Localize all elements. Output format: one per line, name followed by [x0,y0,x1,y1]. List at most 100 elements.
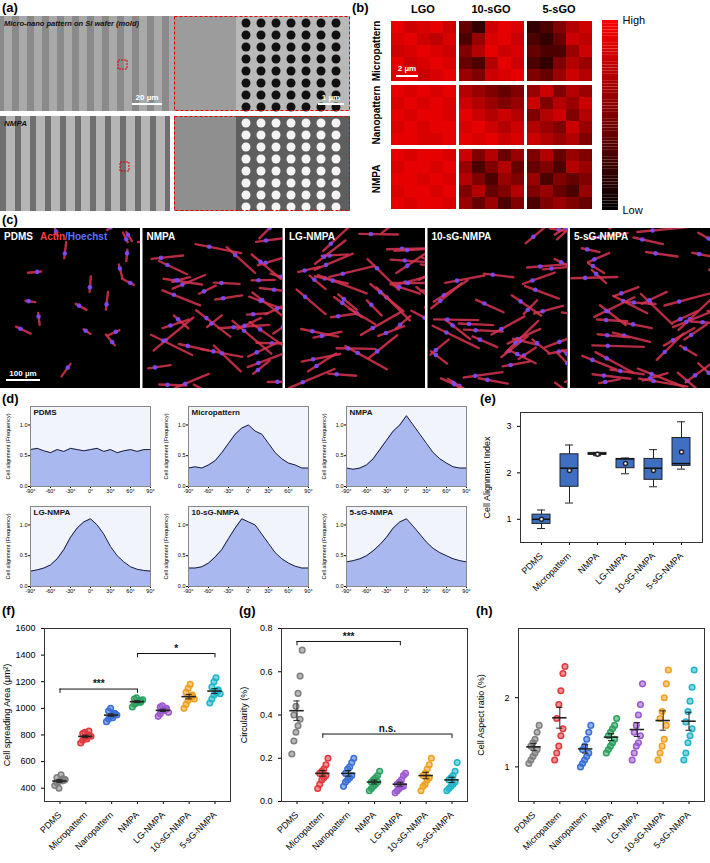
svg-text:30°: 30° [264,588,272,594]
svg-text:Cell alignment (Frequency): Cell alignment (Frequency) [5,513,11,579]
svg-text:600: 600 [20,756,35,766]
svg-text:-30°: -30° [381,488,391,494]
svg-text:PDMS: PDMS [519,551,544,576]
svg-text:Nanopattern: Nanopattern [371,86,382,145]
svg-text:5-sG-NMPA: 5-sG-NMPA [415,810,456,851]
svg-text:-90°: -90° [25,588,35,594]
svg-text:1 µm: 1 µm [322,93,340,102]
svg-text:-60°: -60° [45,488,55,494]
svg-text:2: 2 [504,693,509,703]
svg-text:*: * [174,643,178,654]
svg-text:-30°: -30° [65,588,75,594]
svg-text:800: 800 [20,730,35,740]
svg-text:30°: 30° [422,488,430,494]
svg-text:-30°: -30° [65,488,75,494]
svg-text:60°: 60° [126,588,134,594]
svg-text:Nanopattern: Nanopattern [547,810,589,852]
svg-text:60°: 60° [442,588,450,594]
svg-text:Cell alignment (Frequency): Cell alignment (Frequency) [5,413,11,479]
svg-text:0.4: 0.4 [260,710,273,720]
svg-text:-90°: -90° [183,488,193,494]
svg-text:1.0: 1.0 [336,422,344,428]
svg-text:Cell Aspect ratio (%): Cell Aspect ratio (%) [476,674,486,756]
svg-text:5-sG-NMPA: 5-sG-NMPA [178,810,219,851]
svg-text:0.2: 0.2 [260,753,273,763]
svg-text:-30°: -30° [223,588,233,594]
svg-text:30°: 30° [264,488,272,494]
svg-text:30°: 30° [422,588,430,594]
svg-text:-60°: -60° [361,588,371,594]
svg-text:1.0: 1.0 [20,522,28,528]
svg-text:***: *** [343,631,355,642]
svg-text:1.0: 1.0 [20,422,28,428]
svg-text:Cell alignment (Frequency): Cell alignment (Frequency) [321,413,327,479]
svg-text:60°: 60° [284,488,292,494]
svg-text:PDMS: PDMS [34,408,58,417]
svg-text:1200: 1200 [15,677,35,687]
svg-text:60°: 60° [284,588,292,594]
svg-text:3: 3 [506,421,511,431]
svg-text:1.0: 1.0 [178,422,186,428]
svg-text:-60°: -60° [203,488,213,494]
svg-text:Nanopattern: Nanopattern [73,810,115,852]
svg-text:100 µm: 100 µm [9,369,36,378]
svg-text:Micropattern: Micropattern [531,551,573,593]
svg-text:1.0: 1.0 [178,522,186,528]
svg-text:High: High [623,14,646,26]
svg-text:5-sG-NMPA: 5-sG-NMPA [350,508,394,517]
svg-text:2 µm: 2 µm [398,64,416,73]
svg-text:0°: 0° [404,488,409,494]
svg-text:Micro-nano pattern on Si wafer: Micro-nano pattern on Si wafer (mold) [4,19,140,28]
svg-text:0.8: 0.8 [260,623,273,633]
svg-text:0.5: 0.5 [20,552,28,558]
svg-text:400: 400 [20,783,35,793]
svg-text:LG-NMPA: LG-NMPA [34,508,71,517]
svg-text:-90°: -90° [341,488,351,494]
svg-text:0.5: 0.5 [336,552,344,558]
svg-text:Cell alignment (Frequency): Cell alignment (Frequency) [163,413,169,479]
svg-text:Low: Low [623,204,643,216]
svg-text:0°: 0° [88,488,93,494]
svg-text:Cell Alignment Index: Cell Alignment Index [482,436,492,519]
svg-text:60°: 60° [126,488,134,494]
svg-text:-60°: -60° [203,588,213,594]
svg-text:Micropattern: Micropattern [371,21,382,82]
svg-text:-90°: -90° [341,588,351,594]
svg-text:1000: 1000 [15,703,35,713]
svg-text:Circularity (%): Circularity (%) [239,687,249,744]
svg-text:PDMS: PDMS [4,231,33,242]
svg-text:2: 2 [506,468,511,478]
svg-text:Cell alignment (Frequency): Cell alignment (Frequency) [163,513,169,579]
svg-text:0.5: 0.5 [336,452,344,458]
svg-text:0.5: 0.5 [178,452,186,458]
svg-text:90°: 90° [146,488,154,494]
svg-text:5-sG-NMPA: 5-sG-NMPA [574,231,628,242]
svg-text:90°: 90° [462,488,470,494]
svg-text:0.5: 0.5 [20,452,28,458]
svg-text:90°: 90° [146,588,154,594]
svg-text:***: *** [93,678,105,689]
svg-text:90°: 90° [304,488,312,494]
svg-text:-30°: -30° [223,488,233,494]
svg-text:-90°: -90° [25,488,35,494]
svg-text:20 µm: 20 µm [136,93,159,102]
svg-text:1.0: 1.0 [336,522,344,528]
svg-text:1400: 1400 [15,650,35,660]
svg-text:0.0: 0.0 [260,796,273,806]
svg-text:0.6: 0.6 [260,667,273,677]
svg-text:1: 1 [506,514,511,524]
svg-text:n.s.: n.s. [379,723,396,734]
svg-text:NMPA: NMPA [576,551,601,576]
svg-text:Nanopattern: Nanopattern [310,810,352,852]
svg-text:NMPA: NMPA [4,119,27,128]
svg-text:NMPA: NMPA [147,231,176,242]
svg-text:30°: 30° [106,488,114,494]
svg-text:5-sG-NMPA: 5-sG-NMPA [652,810,693,851]
svg-text:60°: 60° [442,488,450,494]
svg-text:90°: 90° [304,588,312,594]
svg-text:NMPA: NMPA [350,408,373,417]
svg-text:10-sG-NMPA: 10-sG-NMPA [432,231,492,242]
svg-text:30°: 30° [106,588,114,594]
svg-text:Cell alignment (Frequency): Cell alignment (Frequency) [321,513,327,579]
svg-text:90°: 90° [462,588,470,594]
